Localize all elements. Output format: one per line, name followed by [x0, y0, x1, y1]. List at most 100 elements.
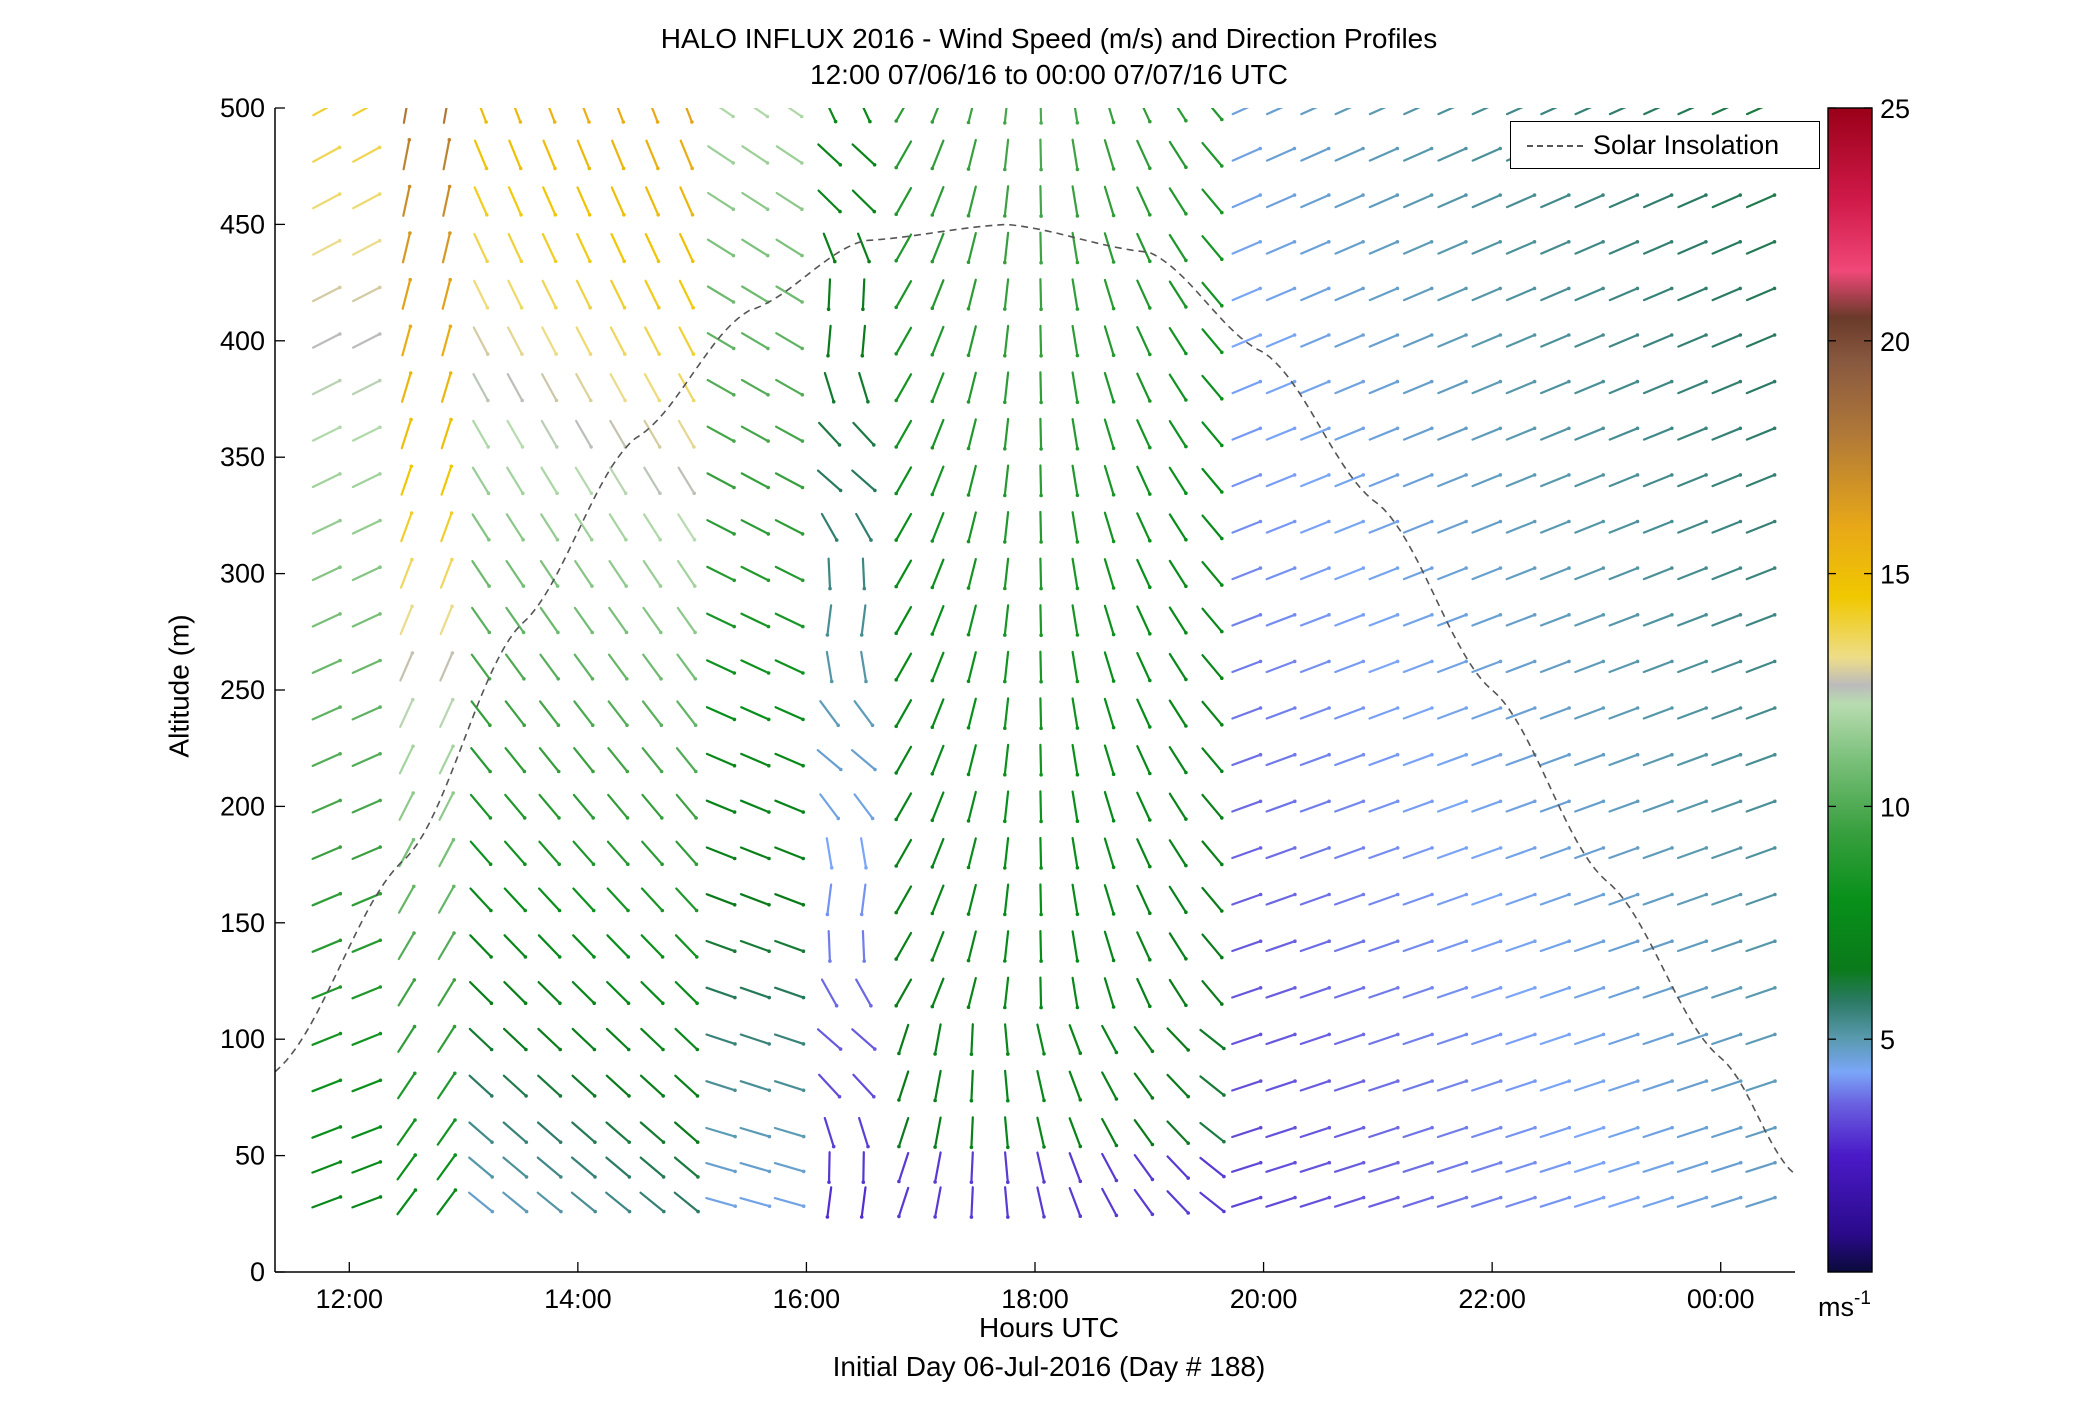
wind-barb-head: [731, 346, 736, 351]
wind-barb-head: [766, 717, 771, 722]
wind-barb: [1505, 1033, 1537, 1046]
wind-barb: [351, 799, 382, 814]
wind-barb-head: [1567, 519, 1571, 524]
wind-barb-head: [800, 300, 804, 304]
wind-barb: [1711, 613, 1742, 627]
wind-barb: [1505, 520, 1536, 534]
wind-barb-head: [861, 307, 865, 312]
wind-barb: [642, 606, 662, 634]
wind-barb: [967, 278, 977, 310]
wind-barb-head: [1636, 986, 1640, 990]
wind-barb: [608, 513, 628, 541]
wind-barb-head: [1327, 473, 1331, 477]
wind-barb: [505, 559, 525, 588]
wind-barb-head: [1111, 1005, 1116, 1009]
wind-barb: [705, 846, 736, 860]
wind-barb-head: [660, 862, 664, 866]
wind-barb: [502, 1074, 528, 1098]
wind-barb-head: [587, 120, 591, 124]
wind-barb-head: [693, 677, 698, 681]
wind-barb: [1201, 281, 1223, 307]
wind-barb: [1136, 977, 1151, 1008]
wind-barb-head: [692, 445, 696, 449]
wind-barb-head: [1220, 490, 1224, 494]
wind-barb: [674, 934, 698, 959]
wind-barb: [1333, 1161, 1365, 1173]
wind-barb-head: [695, 1094, 700, 1098]
wind-barb: [643, 373, 661, 402]
wind-barb: [1265, 986, 1297, 999]
wind-barb-head: [1395, 146, 1400, 151]
wind-barb: [1471, 800, 1502, 813]
wind-barb: [609, 373, 627, 402]
wind-barb-head: [1220, 769, 1224, 774]
wind-barb-head: [448, 231, 452, 235]
wind-barb: [506, 373, 524, 402]
wind-barb-head: [1292, 473, 1297, 477]
wind-barb-head: [1772, 379, 1777, 384]
wind-barb-head: [552, 120, 557, 124]
wind-barb-head: [1222, 1046, 1226, 1051]
wind-barb-head: [1220, 723, 1224, 727]
wind-barb: [775, 238, 804, 257]
wind-barb-head: [1464, 1160, 1469, 1165]
wind-barb-head: [623, 491, 628, 496]
wind-barb-head: [1772, 519, 1777, 524]
wind-barb-head: [484, 120, 488, 124]
wind-barb: [1539, 846, 1571, 860]
wind-barb: [678, 373, 695, 402]
wind-barb: [740, 752, 770, 767]
wind-barb: [1199, 1121, 1226, 1143]
wind-barb-head: [1567, 473, 1571, 477]
wind-barb: [641, 840, 664, 866]
wind-barb: [537, 887, 561, 912]
wind-barb: [1540, 240, 1570, 255]
wind-barb-head: [1464, 566, 1468, 570]
wind-barb: [706, 519, 736, 536]
wind-barb-head: [587, 213, 592, 217]
wind-barb-head: [1464, 846, 1469, 850]
wind-barb: [640, 1027, 665, 1051]
wind-barb-head: [1111, 399, 1116, 404]
wind-barb-head: [449, 464, 454, 469]
wind-barb-head: [488, 769, 492, 774]
wind-barb: [739, 893, 771, 906]
wind-barb-head: [1361, 146, 1365, 151]
wind-barb: [1201, 980, 1223, 1006]
wind-barb: [1539, 1126, 1571, 1139]
wind-barb: [1333, 893, 1365, 906]
wind-barb: [817, 143, 842, 166]
wind-barb-head: [524, 1175, 529, 1179]
wind-barb-head: [930, 772, 935, 776]
wind-barb-head: [1075, 633, 1080, 637]
wind-barb-head: [828, 959, 832, 963]
wind-barb: [895, 838, 913, 868]
wind-barb: [1573, 1079, 1605, 1092]
wind-barb-head: [524, 1140, 529, 1144]
wind-barb: [1003, 930, 1010, 963]
wind-barb: [468, 1027, 493, 1051]
wind-barb-head: [1184, 258, 1188, 263]
wind-barb-head: [490, 1140, 494, 1144]
wind-barb: [1299, 706, 1331, 720]
wind-barb: [1299, 427, 1331, 441]
wind-barb-head: [1293, 986, 1297, 990]
wind-barb-head: [1601, 799, 1606, 804]
wind-barb-head: [1395, 799, 1400, 804]
wind-barb: [1436, 940, 1468, 953]
wind-barb: [706, 332, 735, 350]
wind-barb-head: [1326, 146, 1331, 151]
wind-barb-head: [378, 798, 383, 803]
wind-barb-head: [1567, 1125, 1572, 1130]
wind-barb-head: [1258, 1125, 1263, 1130]
wind-barb: [678, 279, 695, 309]
wind-barb-head: [801, 1088, 806, 1093]
wind-barb: [1505, 660, 1536, 674]
wind-barb: [1003, 464, 1010, 497]
wind-barb-head: [521, 491, 525, 496]
colorbar-gradient: [1827, 107, 1873, 1273]
wind-barb: [827, 1151, 831, 1184]
wind-barb: [1539, 893, 1571, 906]
wind-barb-head: [1738, 752, 1743, 757]
wind-barb: [576, 233, 592, 263]
